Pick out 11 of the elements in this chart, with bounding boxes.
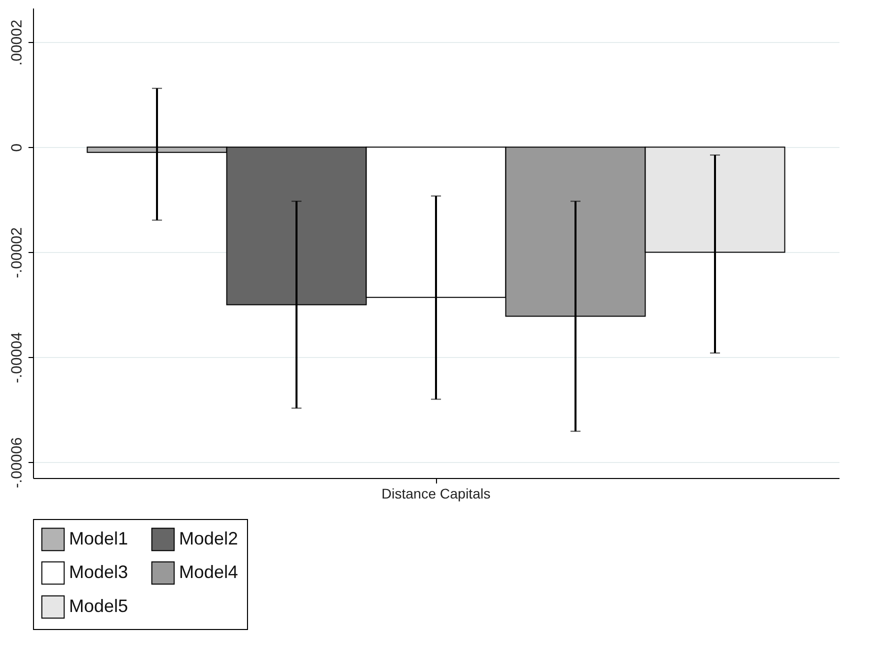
legend-label: Model1 xyxy=(69,528,128,548)
legend-label: Model3 xyxy=(69,562,128,582)
legend-label: Model2 xyxy=(179,528,238,548)
y-tick-label: .00002 xyxy=(8,20,26,66)
legend-label: Model4 xyxy=(179,562,238,582)
y-tick-label: -.00006 xyxy=(8,437,26,488)
x-tick-label: Distance Capitals xyxy=(382,486,490,502)
y-tick-label: -.00004 xyxy=(8,332,26,384)
y-tick-label: 0 xyxy=(8,143,26,152)
legend-label: Model5 xyxy=(69,596,128,616)
y-tick-label: -.00002 xyxy=(8,227,26,278)
